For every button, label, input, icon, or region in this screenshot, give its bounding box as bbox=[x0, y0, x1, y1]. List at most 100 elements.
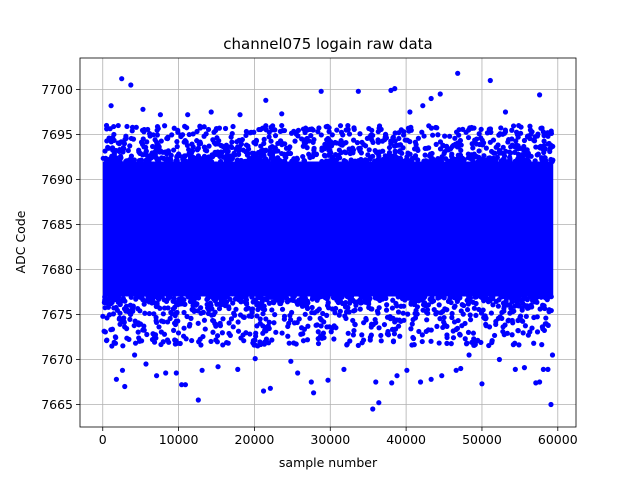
data-point bbox=[429, 150, 435, 157]
data-point bbox=[259, 299, 265, 305]
data-point bbox=[510, 342, 516, 348]
data-point bbox=[405, 311, 411, 317]
data-point bbox=[455, 317, 461, 324]
data-point bbox=[455, 152, 461, 158]
data-point bbox=[540, 366, 546, 372]
data-point bbox=[452, 141, 459, 147]
data-point bbox=[488, 310, 494, 316]
data-point bbox=[211, 294, 217, 300]
data-point bbox=[379, 138, 386, 144]
data-point bbox=[252, 356, 258, 362]
data-point bbox=[502, 109, 509, 115]
data-point bbox=[545, 141, 551, 147]
data-point bbox=[291, 156, 297, 162]
data-point bbox=[357, 157, 363, 164]
data-point bbox=[401, 303, 407, 309]
data-point bbox=[503, 148, 509, 154]
data-point bbox=[500, 144, 506, 150]
data-point bbox=[343, 300, 349, 306]
data-point bbox=[452, 135, 458, 141]
data-point bbox=[175, 127, 181, 133]
x-tick-label: 0 bbox=[99, 432, 107, 447]
data-point bbox=[486, 126, 492, 132]
data-point bbox=[301, 326, 308, 332]
data-point bbox=[370, 139, 376, 146]
data-point bbox=[197, 123, 203, 129]
data-point bbox=[140, 327, 146, 333]
data-point bbox=[506, 158, 512, 164]
data-point bbox=[375, 139, 381, 145]
data-point bbox=[515, 328, 521, 334]
data-point bbox=[337, 298, 343, 304]
data-point bbox=[182, 123, 188, 129]
data-point bbox=[443, 156, 449, 162]
data-point bbox=[179, 301, 185, 307]
data-point bbox=[328, 150, 334, 156]
data-point bbox=[417, 379, 424, 385]
data-point bbox=[524, 305, 531, 311]
data-point bbox=[249, 306, 256, 312]
data-point bbox=[401, 129, 407, 135]
data-point bbox=[300, 298, 307, 304]
data-point bbox=[409, 342, 415, 348]
data-point bbox=[243, 330, 249, 336]
data-point bbox=[377, 294, 383, 300]
data-point bbox=[124, 123, 130, 130]
data-point bbox=[434, 158, 440, 164]
data-point bbox=[149, 150, 155, 156]
data-point bbox=[265, 294, 271, 300]
data-point bbox=[288, 130, 295, 136]
data-point bbox=[169, 311, 175, 317]
data-point bbox=[279, 306, 286, 312]
data-point bbox=[111, 137, 117, 143]
data-point bbox=[142, 310, 148, 316]
data-point bbox=[519, 305, 525, 311]
data-point bbox=[155, 158, 162, 164]
data-point bbox=[315, 128, 321, 135]
data-point bbox=[286, 340, 292, 346]
data-point bbox=[392, 148, 398, 154]
data-point bbox=[385, 332, 392, 338]
data-point bbox=[179, 382, 185, 388]
data-point bbox=[332, 310, 338, 316]
data-point bbox=[367, 156, 373, 162]
data-point bbox=[548, 401, 554, 408]
x-axis-label: sample number bbox=[279, 455, 378, 470]
data-point bbox=[287, 317, 294, 323]
data-point bbox=[106, 312, 113, 318]
data-point bbox=[100, 313, 106, 319]
data-point bbox=[351, 327, 357, 334]
data-point bbox=[125, 147, 131, 154]
data-point bbox=[164, 135, 170, 142]
data-point bbox=[471, 125, 477, 131]
data-point bbox=[115, 140, 121, 146]
data-point bbox=[378, 332, 384, 339]
data-point bbox=[200, 309, 206, 315]
data-point bbox=[114, 307, 121, 313]
data-point bbox=[277, 128, 283, 135]
data-point bbox=[269, 299, 276, 305]
data-point bbox=[277, 158, 284, 164]
data-point bbox=[392, 86, 398, 92]
data-point bbox=[408, 326, 414, 332]
data-point bbox=[361, 294, 368, 300]
data-point bbox=[408, 127, 414, 133]
data-point bbox=[255, 295, 262, 301]
data-point bbox=[366, 125, 372, 132]
data-point bbox=[185, 294, 191, 300]
data-point bbox=[479, 381, 485, 387]
data-point bbox=[354, 140, 360, 146]
data-point bbox=[525, 133, 531, 139]
data-point bbox=[126, 158, 132, 165]
data-point bbox=[542, 155, 548, 161]
data-point bbox=[108, 103, 114, 109]
data-point bbox=[141, 323, 147, 329]
data-point bbox=[268, 138, 274, 144]
data-point bbox=[467, 317, 474, 323]
data-point bbox=[486, 342, 492, 349]
data-point bbox=[176, 296, 182, 302]
data-point bbox=[130, 303, 136, 309]
data-point bbox=[102, 305, 108, 311]
data-point bbox=[295, 127, 302, 133]
data-point bbox=[536, 92, 543, 98]
